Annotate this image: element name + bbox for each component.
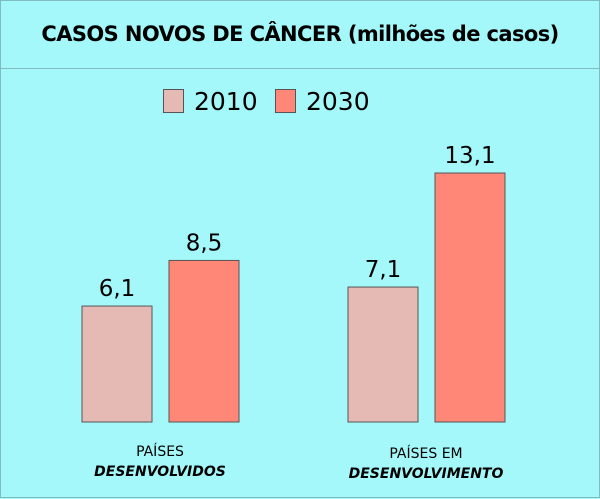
bar-2030-0 — [168, 259, 240, 423]
category-line1: PAÍSES EM — [389, 446, 463, 462]
category-line2: DESENVOLVIDOS — [94, 464, 226, 480]
title-bar: CASOS NOVOS DE CÂNCER (milhões de casos) — [0, 0, 600, 69]
category-label-developing: PAÍSES EM DESENVOLVIMENTO — [306, 444, 546, 484]
legend-label: 2030 — [306, 86, 370, 116]
bar-2010-0 — [81, 305, 153, 423]
category-label-developed: PAÍSES DESENVOLVIDOS — [40, 442, 280, 482]
legend-label: 2010 — [194, 86, 258, 116]
legend-item-2010: 2010 — [163, 86, 258, 116]
legend-swatch-2010 — [163, 89, 184, 113]
category-line1: PAÍSES — [136, 444, 184, 460]
bar-2010-1 — [347, 286, 419, 423]
legend-item-2030: 2030 — [275, 86, 370, 116]
bar-2030-1 — [434, 172, 506, 423]
data-label: 7,1 — [365, 257, 402, 283]
data-label: 8,5 — [186, 230, 223, 256]
data-label: 13,1 — [444, 143, 495, 169]
legend-swatch-2030 — [275, 89, 296, 113]
data-label: 6,1 — [99, 276, 136, 302]
chart-title: CASOS NOVOS DE CÂNCER (milhões de casos) — [41, 22, 559, 46]
category-line2: DESENVOLVIMENTO — [348, 466, 504, 482]
